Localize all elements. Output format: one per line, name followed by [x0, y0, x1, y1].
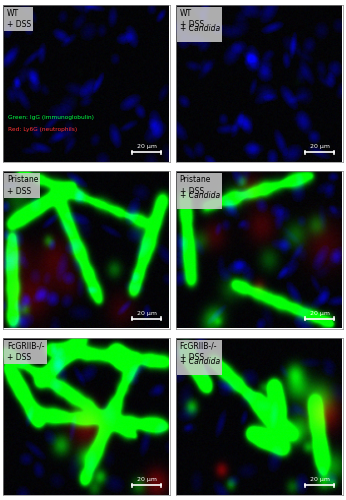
Text: WT
+ DSS
+ Candida: WT + DSS + Candida: [180, 9, 220, 40]
Text: FcGRIIB-/-
+ DSS: FcGRIIB-/- + DSS: [180, 342, 217, 362]
Text: 20 μm: 20 μm: [310, 144, 330, 150]
Text: 20 μm: 20 μm: [137, 477, 157, 482]
Text: FcGRIIB-/-
+ DSS: FcGRIIB-/- + DSS: [7, 342, 44, 362]
Text: + Candida: + Candida: [180, 24, 220, 33]
Text: Pristane
+ DSS: Pristane + DSS: [7, 176, 38, 196]
Text: 20 μm: 20 μm: [137, 311, 157, 316]
Text: Pristane
+ DSS
+ Candida: Pristane + DSS + Candida: [180, 176, 220, 206]
Text: Red: Ly6G (neutrophils): Red: Ly6G (neutrophils): [8, 126, 77, 132]
Text: WT
+ DSS: WT + DSS: [7, 9, 31, 29]
Text: FcGRIIB-/-
+ DSS: FcGRIIB-/- + DSS: [7, 342, 44, 362]
Text: Green: IgG (immunoglobulin): Green: IgG (immunoglobulin): [8, 115, 94, 120]
Text: Pristane
+ DSS: Pristane + DSS: [7, 176, 38, 196]
Text: 20 μm: 20 μm: [137, 144, 157, 150]
Text: Pristane
+ DSS: Pristane + DSS: [180, 176, 211, 196]
Text: + Candida: + Candida: [180, 190, 220, 200]
Text: 20 μm: 20 μm: [310, 477, 330, 482]
Text: 20 μm: 20 μm: [310, 311, 330, 316]
Text: FcGRIIB-/-
+ DSS
+ Candida: FcGRIIB-/- + DSS + Candida: [180, 342, 220, 373]
Text: WT
+ DSS: WT + DSS: [7, 9, 31, 29]
Text: WT
+ DSS: WT + DSS: [180, 9, 204, 29]
Text: + Candida: + Candida: [180, 357, 220, 366]
